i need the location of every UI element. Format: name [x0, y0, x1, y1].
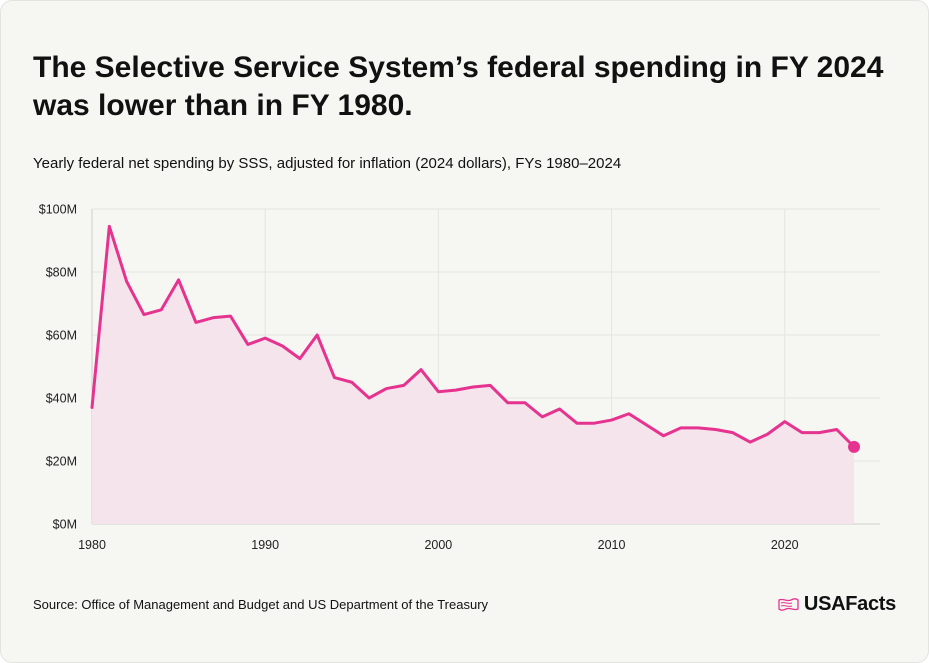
- x-tick-label: 2010: [598, 538, 626, 552]
- end-point-marker: [848, 440, 861, 453]
- y-tick-label: $0M: [53, 518, 77, 532]
- x-tick-label: 1980: [78, 538, 106, 552]
- y-tick-label: $60M: [46, 329, 77, 343]
- line-area-chart: $0M $20M $40M $60M $80M $100M 1980 1990 2000 2010…: [39, 203, 880, 552]
- series-line: [90, 224, 856, 449]
- logo-text: USAFacts: [803, 593, 896, 615]
- series-area: [92, 226, 855, 524]
- y-tick-label: $80M: [46, 266, 77, 280]
- y-tick-label: $20M: [46, 455, 77, 469]
- source-note: Source: Office of Management and Budget …: [33, 597, 489, 612]
- y-tick-label: $100M: [39, 203, 77, 217]
- y-tick-label: $40M: [46, 392, 77, 406]
- usa-flag-icon: [778, 597, 799, 611]
- x-tick-label: 2000: [424, 538, 452, 552]
- x-tick-label: 2020: [771, 538, 799, 552]
- x-tick-label: 1990: [251, 538, 279, 552]
- chart-title: The Selective Service System’s federal s…: [33, 51, 884, 122]
- usafacts-logo: USAFacts: [777, 593, 896, 616]
- chart-subtitle: Yearly federal net spending by SSS, adju…: [33, 155, 622, 172]
